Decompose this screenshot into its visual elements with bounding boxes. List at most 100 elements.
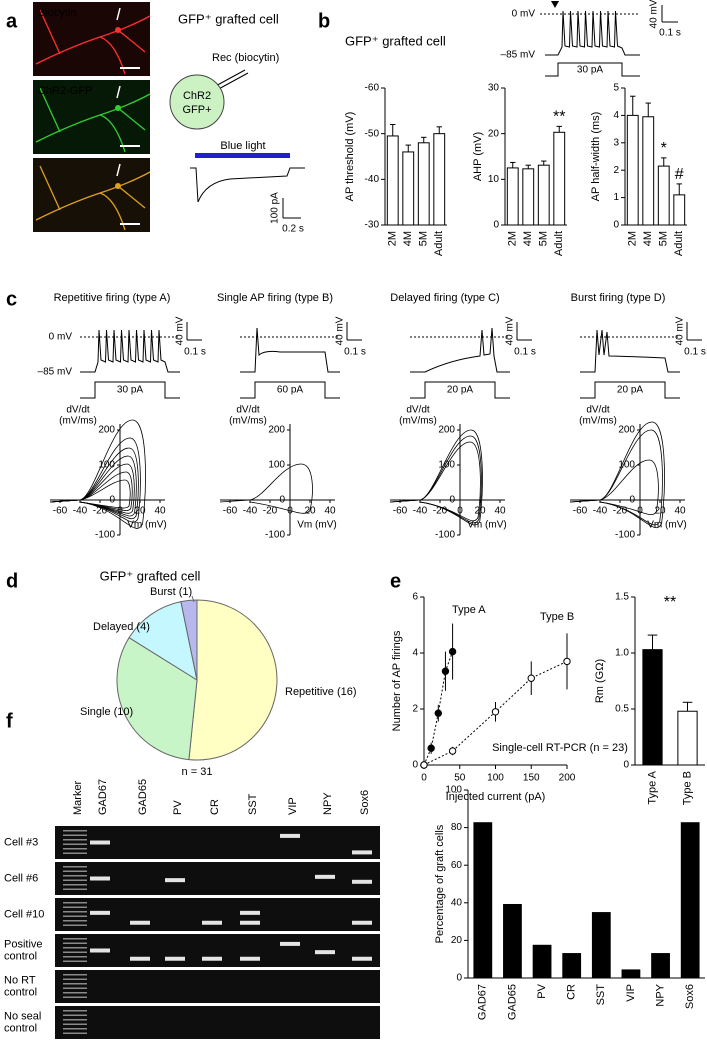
- y-axis-label: dV/dt: [406, 405, 430, 416]
- bar: [677, 710, 698, 766]
- stim-marker: [551, 1, 559, 8]
- x-tick-label: 0: [637, 506, 643, 517]
- ladder-band: [63, 839, 87, 841]
- y-tick-label: 60: [451, 860, 463, 871]
- gel-row: [55, 970, 380, 1003]
- gel-row: [55, 1006, 380, 1039]
- bar: [553, 131, 566, 226]
- y-tick-label: 200: [438, 425, 455, 436]
- x-tick-label: Sox6: [684, 984, 696, 1009]
- y-tick-label: -50: [365, 128, 380, 139]
- row-label: control: [4, 986, 37, 998]
- image-label: ChR2-GFP: [38, 85, 92, 97]
- x-tick-label: SST: [595, 984, 607, 1006]
- image-label: Biocytin: [38, 7, 77, 19]
- gel-band: [352, 850, 372, 855]
- scale-label: 40 mV: [649, 0, 660, 28]
- trace-title: Burst firing (type D): [571, 292, 666, 304]
- scale-label: 0.1 s: [514, 347, 536, 358]
- y-tick-label: 0: [456, 973, 462, 984]
- neuron: [35, 165, 151, 231]
- y-tick-label: 30: [488, 83, 500, 94]
- y-tick-label: 3: [613, 137, 619, 148]
- electrode-label: Rec (biocytin): [212, 52, 279, 64]
- panel-letter: d: [6, 570, 18, 592]
- ladder-band: [63, 924, 87, 926]
- gel-band: [130, 956, 150, 961]
- x-tick-label: 4M: [402, 231, 414, 246]
- marker: [441, 667, 450, 675]
- ladder-band: [63, 1028, 87, 1030]
- panel-letter: e: [390, 570, 401, 592]
- ladder-band: [63, 942, 87, 944]
- ladder-band: [63, 992, 87, 994]
- x-tick-label: 4M: [522, 231, 534, 246]
- scale-label: 40 mV: [335, 316, 346, 345]
- trace-label: –85 mV: [501, 50, 536, 61]
- bar: [402, 151, 415, 226]
- marker: [434, 709, 442, 717]
- ladder-band: [63, 1019, 87, 1021]
- ladder-band: [63, 888, 87, 890]
- gel-band: [90, 840, 110, 845]
- x-tick-label: GAD67: [477, 984, 489, 1020]
- stimulus-label: Blue light: [220, 140, 265, 152]
- x-tick-label: 200: [559, 773, 576, 784]
- ladder-band: [63, 879, 87, 881]
- gel-band: [280, 833, 300, 838]
- ladder-band: [63, 866, 87, 868]
- ladder-band: [63, 960, 87, 962]
- y-tick-label: 1.5: [615, 592, 629, 603]
- scale-label: 0.1 s: [684, 347, 706, 358]
- bar: [651, 953, 670, 979]
- ladder-band: [63, 1023, 87, 1025]
- y-axis-label: dV/dt: [66, 405, 90, 416]
- step-trace: [80, 381, 180, 399]
- row-label: No seal: [4, 1010, 41, 1022]
- y-tick-label: 1.0: [615, 648, 629, 659]
- ladder-band: [63, 1014, 87, 1016]
- lane-label: NPY: [322, 792, 334, 815]
- step-trace: [545, 62, 640, 77]
- x-tick-label: -60: [53, 506, 68, 517]
- phase-loop: [49, 471, 133, 512]
- step-label: 30 pA: [577, 65, 603, 76]
- ladder-band: [63, 834, 87, 836]
- x-tick-label: Type A: [646, 770, 658, 804]
- gel-band: [90, 948, 110, 953]
- slice-label: Delayed (4): [93, 621, 150, 633]
- y-tick-label: 0: [109, 495, 115, 506]
- x-tick-label: -20: [263, 506, 278, 517]
- x-tick-label: 150: [523, 773, 540, 784]
- ladder-band: [63, 830, 87, 832]
- y-axis-label: AHP (mV): [472, 132, 484, 181]
- x-tick-label: NPY: [654, 983, 666, 1006]
- y-tick-label: 0: [629, 495, 635, 506]
- y-tick-label: 0: [493, 220, 499, 231]
- x-tick-label: -40: [243, 506, 258, 517]
- x-axis-label: Vm (mV): [647, 520, 686, 531]
- bar: [503, 903, 522, 979]
- gel-band: [352, 920, 372, 925]
- phase-loop: [389, 435, 482, 524]
- y-tick-label: 20: [451, 935, 463, 946]
- slice-label: Repetitive (16): [285, 686, 357, 698]
- bar: [386, 135, 399, 226]
- y-tick-label: 1: [613, 192, 619, 203]
- y-tick-label: 100: [618, 460, 635, 471]
- scale-label: 40 mV: [175, 316, 186, 345]
- bar: [433, 133, 446, 226]
- x-tick-label: 20: [304, 506, 316, 517]
- chart-title: Single-cell RT-PCR (n = 23): [492, 742, 628, 754]
- x-tick-label: -20: [613, 506, 628, 517]
- row-label: control: [4, 1022, 37, 1034]
- scale-label: 0.1 s: [184, 347, 206, 358]
- x-tick-label: 5M: [658, 231, 670, 246]
- y-tick-label: 0: [412, 760, 418, 771]
- voltage-trace: [545, 10, 640, 56]
- bar: [642, 649, 663, 766]
- panel-letter: a: [6, 10, 18, 32]
- x-tick-label: PV: [536, 983, 548, 998]
- gel-band: [90, 910, 110, 915]
- bar: [532, 944, 552, 979]
